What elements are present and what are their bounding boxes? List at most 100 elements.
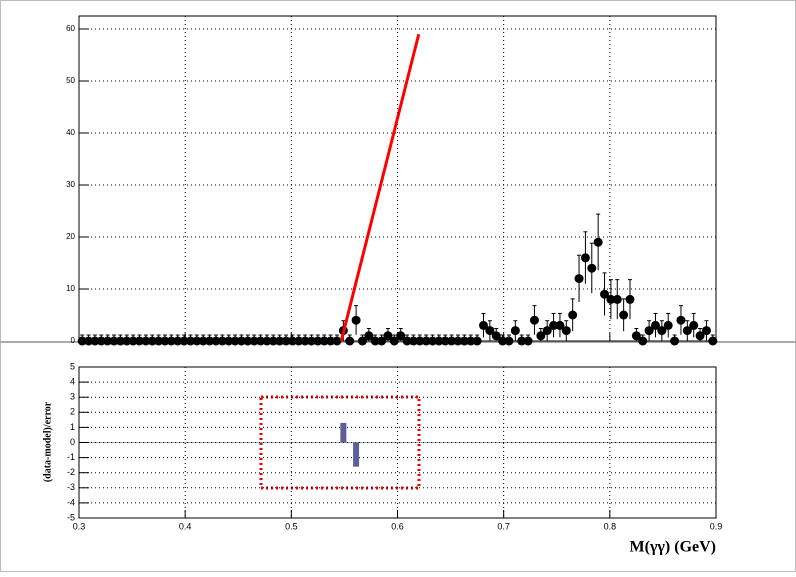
x-tick-label: 0.3 <box>73 521 86 531</box>
pull-bar <box>340 422 347 443</box>
y-tick-label: 0 <box>71 336 76 345</box>
data-point <box>491 331 501 341</box>
data-point <box>542 326 552 336</box>
data-point <box>307 336 317 346</box>
data-point <box>523 336 533 346</box>
data-point <box>689 320 699 330</box>
data-point <box>428 336 438 346</box>
data-point <box>84 336 94 346</box>
x-tick-label: 0.5 <box>285 521 298 531</box>
data-point <box>345 336 355 346</box>
data-point <box>650 320 660 330</box>
data-point <box>256 336 266 346</box>
data-point <box>517 336 527 346</box>
data-point <box>529 315 539 325</box>
data-point <box>396 331 406 341</box>
data-point <box>478 320 488 330</box>
data-point <box>504 336 514 346</box>
data-point <box>217 336 227 346</box>
y-tick-label: 50 <box>66 76 75 85</box>
data-point <box>179 336 189 346</box>
data-point <box>135 336 145 346</box>
data-point <box>90 336 100 346</box>
data-point <box>619 310 629 320</box>
data-point <box>211 336 221 346</box>
data-point <box>370 336 380 346</box>
data-point <box>77 336 87 346</box>
y-tick-label: -5 <box>67 512 75 522</box>
data-point <box>670 336 680 346</box>
data-point <box>510 326 520 336</box>
data-point <box>549 320 559 330</box>
data-point <box>326 336 336 346</box>
data-point <box>555 320 565 330</box>
data-point <box>319 336 329 346</box>
y-tick-label: 60 <box>66 24 75 33</box>
data-point <box>447 336 457 346</box>
data-point <box>122 336 132 346</box>
x-tick-label: 0.6 <box>391 521 404 531</box>
y-tick-label: -2 <box>67 467 75 477</box>
data-point <box>377 336 387 346</box>
data-point <box>600 289 610 299</box>
data-point <box>185 336 195 346</box>
data-point <box>472 336 482 346</box>
data-point <box>236 336 246 346</box>
data-point <box>587 263 597 273</box>
data-point <box>147 336 157 346</box>
data-point <box>141 336 151 346</box>
data-point <box>485 326 495 336</box>
data-point <box>701 326 711 336</box>
data-point <box>631 331 641 341</box>
y-tick-label: 20 <box>66 232 75 241</box>
data-point <box>300 336 310 346</box>
data-point <box>173 336 183 346</box>
data-point <box>351 315 361 325</box>
data-point <box>383 331 393 341</box>
y-tick-label: 5 <box>70 361 75 371</box>
y-axis-title: (data-model)/error <box>42 401 53 482</box>
data-point <box>332 336 342 346</box>
data-point <box>128 336 138 346</box>
y-tick-label: 40 <box>66 128 75 137</box>
data-point <box>287 336 297 346</box>
data-point <box>408 336 418 346</box>
data-point <box>434 336 444 346</box>
data-point <box>644 326 654 336</box>
data-point <box>249 336 259 346</box>
y-tick-label: -4 <box>67 497 75 507</box>
data-point <box>205 336 215 346</box>
x-tick-label: 0.4 <box>179 521 192 531</box>
data-point <box>389 336 399 346</box>
data-point <box>154 336 164 346</box>
data-point <box>568 310 578 320</box>
data-point <box>593 237 603 247</box>
data-point <box>453 336 463 346</box>
y-tick-label: 3 <box>70 392 75 402</box>
data-point <box>313 336 323 346</box>
data-point <box>663 320 673 330</box>
data-point <box>198 336 208 346</box>
x-tick-label: 0.8 <box>604 521 617 531</box>
y-tick-label: 4 <box>70 376 75 386</box>
y-tick-label: 10 <box>66 284 75 293</box>
data-point <box>459 336 469 346</box>
data-point <box>536 331 546 341</box>
pull-bar <box>353 442 360 467</box>
x-tick-label: 0.9 <box>710 521 723 531</box>
data-point <box>682 326 692 336</box>
data-point <box>160 336 170 346</box>
data-point <box>657 326 667 336</box>
fit-line <box>339 33 421 342</box>
data-point <box>561 326 571 336</box>
x-axis-title: M(γγ) (GeV) <box>630 539 716 556</box>
data-point <box>281 336 291 346</box>
data-point <box>275 336 285 346</box>
y-tick-label: 1 <box>70 422 75 432</box>
data-point <box>695 331 705 341</box>
data-point <box>606 294 616 304</box>
data-point <box>612 294 622 304</box>
data-point <box>294 336 304 346</box>
y-tick-label: -3 <box>67 482 75 492</box>
